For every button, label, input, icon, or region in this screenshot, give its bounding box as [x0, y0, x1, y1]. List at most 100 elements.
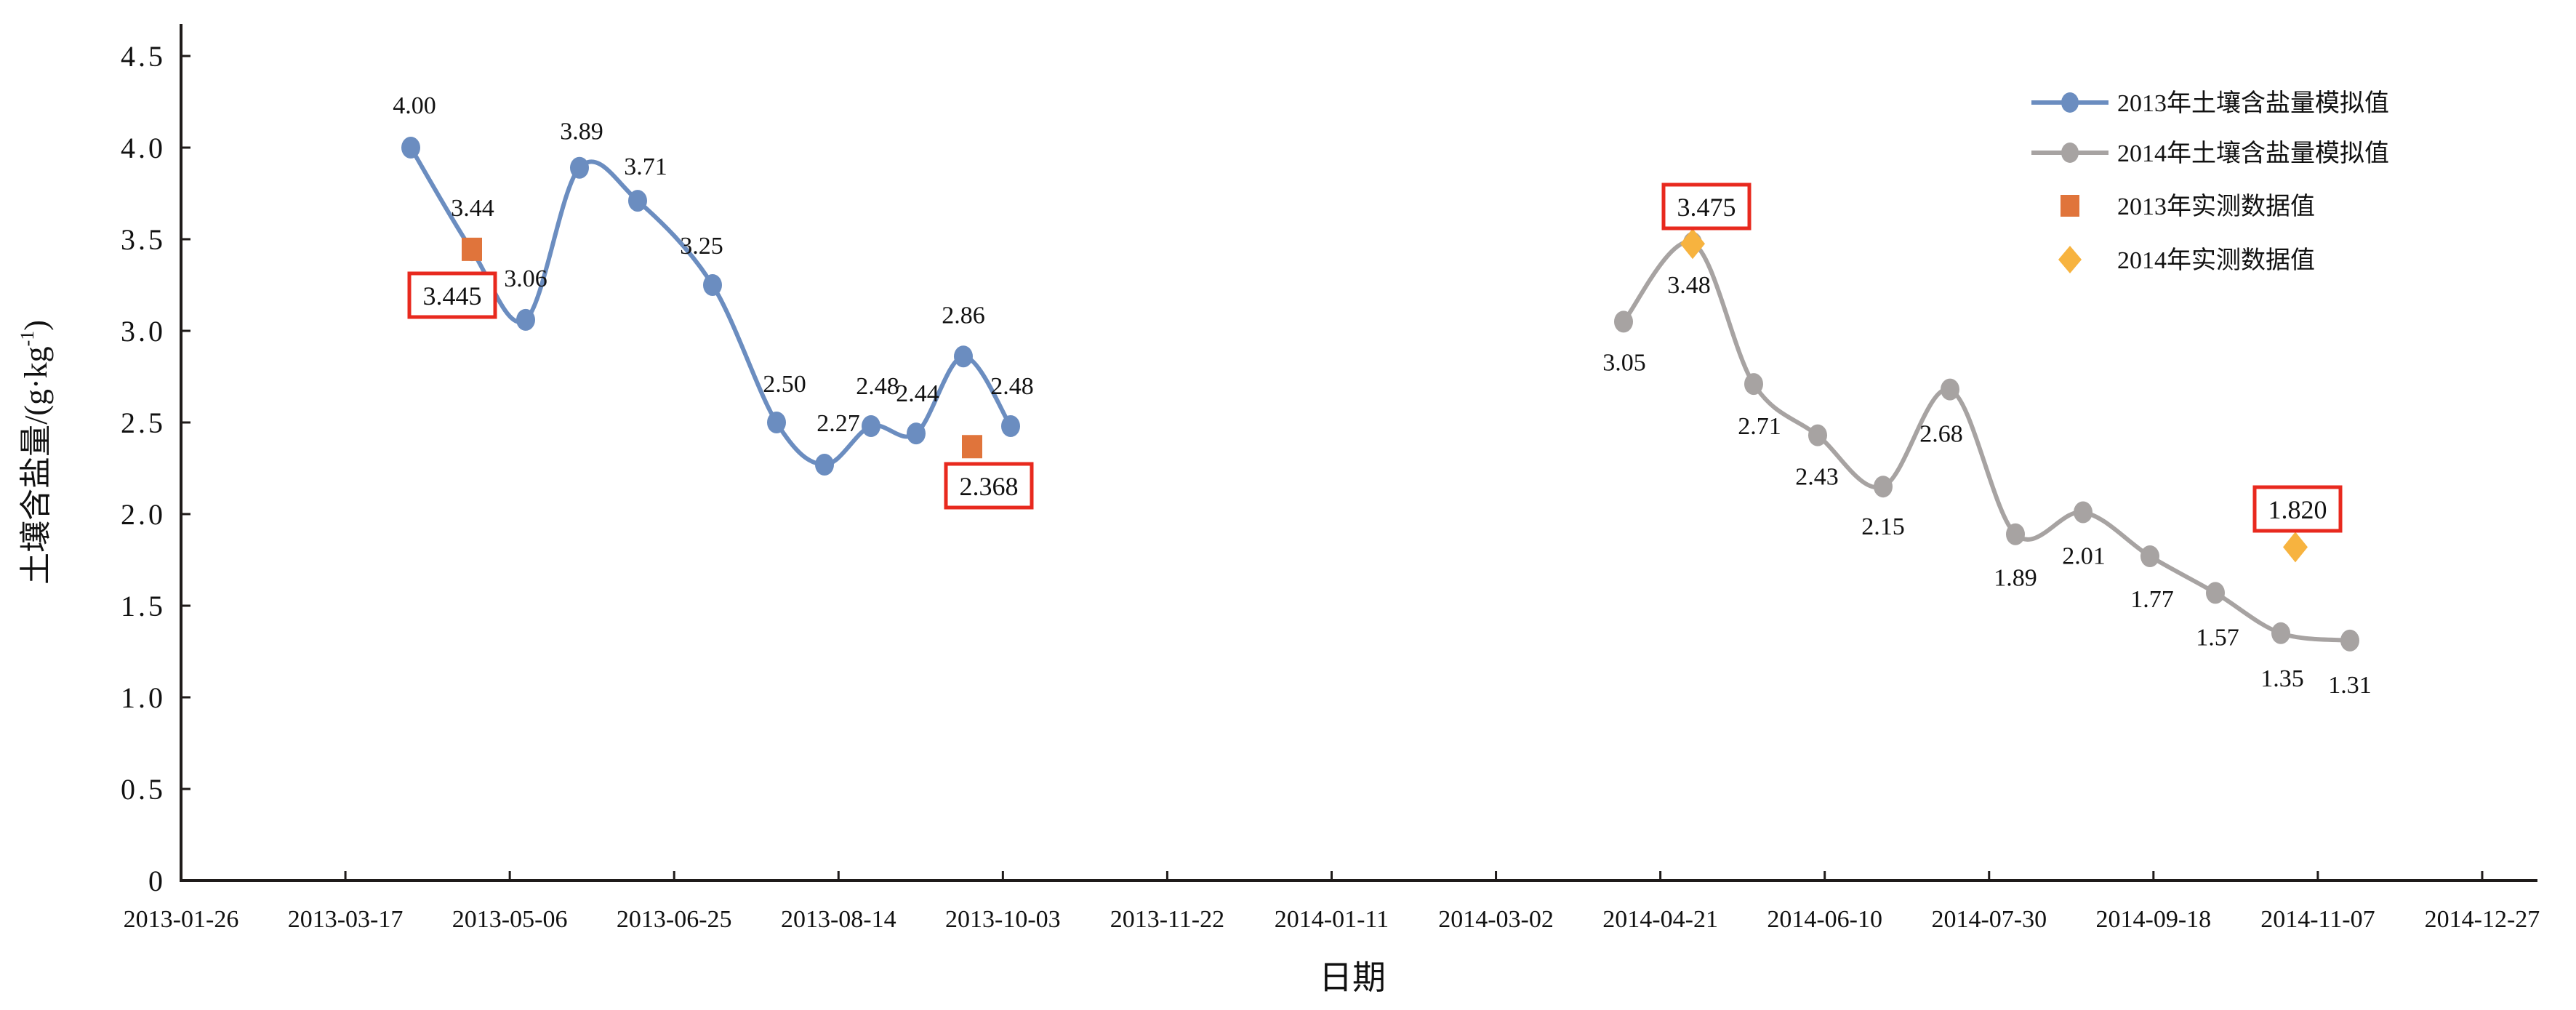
data-point-label: 2.43 [1795, 464, 1839, 491]
x-tick-label: 2013-08-14 [781, 906, 896, 933]
legend-item-label: 2013年土壤含盐量模拟值 [2117, 89, 2389, 117]
measured-square-marker [962, 435, 982, 459]
legend-item-label: 2014年实测数据值 [2117, 247, 2315, 274]
data-point-label: 2.68 [1919, 421, 1963, 448]
x-tick-label: 2013-11-22 [1110, 906, 1224, 933]
data-point-label: 1.35 [2260, 665, 2304, 692]
measured-diamond-marker [2283, 532, 2308, 563]
data-point-marker [1744, 373, 1763, 396]
data-point-marker [516, 308, 535, 331]
data-point-marker [1941, 378, 1959, 401]
x-tick-label: 2014-03-02 [1438, 906, 1554, 933]
data-point-label: 2.50 [763, 371, 806, 398]
x-tick-label: 2013-05-06 [452, 906, 568, 933]
x-tick-label: 2014-11-07 [2260, 906, 2375, 933]
data-point-label: 2.27 [816, 410, 860, 437]
x-axis-ticks: 2013-01-26 2013-03-17 2013-05-06 2013-06-25… [124, 871, 2540, 933]
x-axis-title: 日期 [1319, 959, 1386, 996]
data-point-marker [954, 345, 973, 368]
x-tick-label: 2014-07-30 [1931, 906, 2047, 933]
data-point-marker [2206, 582, 2225, 604]
series-line-2013 [409, 145, 1013, 467]
y-tick-label: 3.5 [121, 223, 166, 256]
measured-value-boxes: 3.445 2.368 3.475 1.820 [407, 183, 2343, 533]
data-point-label: 3.06 [504, 265, 547, 292]
data-point-label: 2.44 [896, 380, 939, 407]
data-point-label: 1.57 [2196, 624, 2239, 651]
measured-value-box [407, 271, 497, 319]
legend-square-marker [2061, 195, 2079, 217]
data-point-marker [2340, 629, 2359, 652]
series-line-2014 [1621, 239, 2352, 643]
axis-titles: 日期 土壤含盐量/(g·kg-1) [17, 320, 1386, 996]
data-point-label: 3.05 [1602, 349, 1646, 376]
data-point-marker [401, 137, 420, 159]
measured-value-label: 3.445 [423, 281, 482, 310]
data-labels: 4.003.443.063.893.713.252.502.272.482.44… [393, 92, 2372, 699]
data-point-marker [1808, 424, 1827, 446]
data-point-marker [1874, 476, 1893, 498]
y-tick-label: 3.0 [121, 315, 166, 348]
measured-value-box [2252, 485, 2343, 533]
legend-circle-marker [2061, 143, 2079, 163]
measured-value-box [944, 462, 1034, 510]
measured-value-label: 2.368 [960, 472, 1019, 501]
legend-diamond-marker [2058, 246, 2082, 273]
data-point-label: 2.01 [2062, 542, 2106, 569]
data-point-marker [907, 422, 926, 445]
x-tick-label: 2014-04-21 [1602, 906, 1718, 933]
data-point-label: 2.71 [1738, 413, 1781, 440]
measured-points [462, 228, 2308, 563]
x-tick-label: 2014-09-18 [2096, 906, 2212, 933]
measured-value-label: 1.820 [2268, 495, 2327, 524]
data-point-label: 3.48 [1667, 272, 1711, 299]
y-tick-label: 1.0 [121, 681, 166, 714]
data-point-marker [2006, 523, 2025, 545]
data-point-marker [628, 190, 647, 212]
x-tick-label: 2013-03-17 [288, 906, 404, 933]
measured-value-box [1661, 183, 1752, 231]
y-tick-label: 4.5 [121, 40, 166, 73]
data-point-label: 4.00 [393, 92, 436, 119]
x-tick-label: 2014-12-27 [2425, 906, 2540, 933]
data-point-marker [570, 156, 589, 179]
data-point-marker [815, 453, 834, 476]
measured-square-marker [462, 237, 482, 261]
data-point-label: 2.15 [1861, 513, 1905, 540]
data-point-marker [2074, 501, 2093, 524]
x-tick-label: 2014-06-10 [1767, 906, 1882, 933]
y-tick-label: 0 [148, 865, 166, 897]
data-point-marker [862, 415, 880, 438]
data-point-marker [2271, 622, 2290, 644]
data-point-marker [1001, 415, 1020, 438]
data-point-label: 2.86 [942, 302, 985, 329]
data-point-label: 3.44 [451, 195, 494, 222]
legend-item-label: 2013年实测数据值 [2117, 193, 2315, 220]
y-tick-label: 2.0 [121, 498, 166, 531]
x-tick-label: 2013-01-26 [124, 906, 239, 933]
x-tick-label: 2013-10-03 [945, 906, 1061, 933]
y-tick-label: 1.5 [121, 590, 166, 622]
data-point-label: 3.89 [560, 119, 603, 145]
data-point-label: 1.31 [2328, 672, 2372, 699]
data-point-marker [1614, 310, 1633, 333]
data-point-marker [2140, 545, 2159, 567]
y-axis-ticks: 0 0.5 1.0 1.5 2.0 2.5 3.0 3.5 4.0 4.5 [121, 40, 190, 897]
chart-legend: 2013年土壤含盐量模拟值 2014年土壤含盐量模拟值 2013年实测数据值 2014… [2031, 89, 2389, 274]
x-tick-label: 2014-01-11 [1275, 906, 1389, 933]
measured-value-label: 3.475 [1677, 193, 1736, 222]
y-tick-label: 0.5 [121, 773, 166, 806]
data-point-label: 1.77 [2130, 586, 2174, 613]
x-tick-label: 2013-06-25 [617, 906, 732, 933]
data-point-label: 2.48 [856, 373, 899, 400]
y-axis-title: 土壤含盐量/(g·kg-1) [17, 320, 54, 585]
legend-item-label: 2014年土壤含盐量模拟值 [2117, 140, 2389, 167]
data-point-label: 3.71 [624, 153, 667, 180]
measured-diamond-marker [1680, 228, 1705, 260]
data-point-marker [703, 274, 722, 296]
y-tick-label: 4.0 [121, 132, 166, 164]
data-point-label: 2.48 [990, 373, 1034, 400]
y-tick-label: 2.5 [121, 406, 166, 439]
